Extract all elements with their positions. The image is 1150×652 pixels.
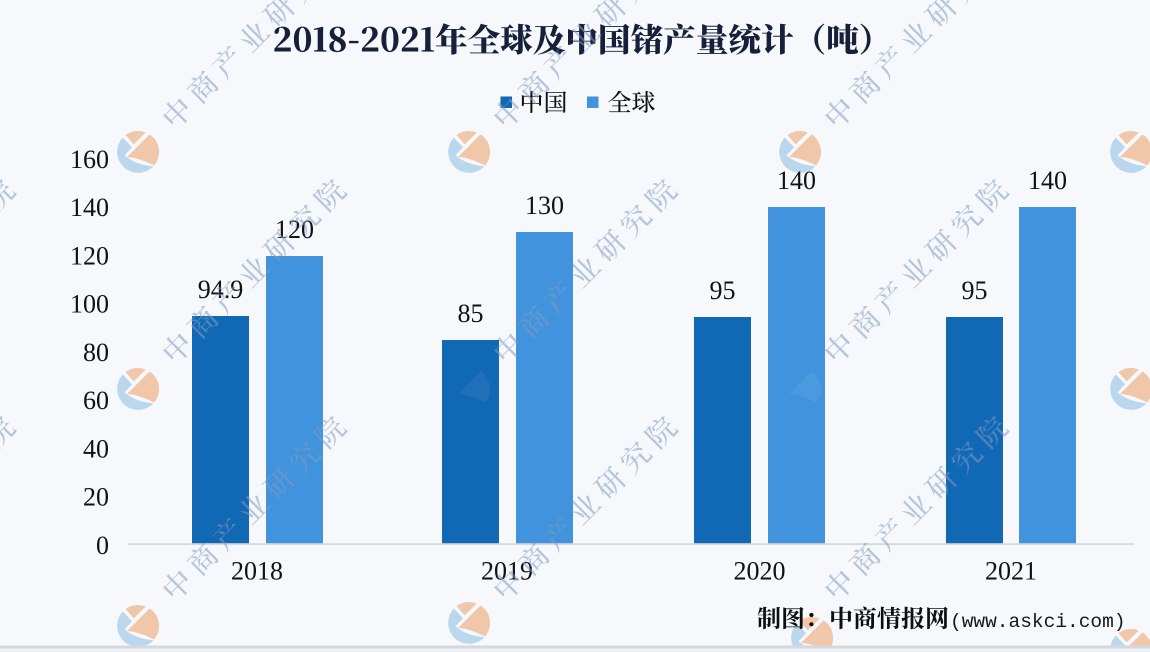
svg-text:140: 140 <box>1028 166 1067 195</box>
svg-text:20: 20 <box>83 483 109 512</box>
svg-text:100: 100 <box>70 290 109 319</box>
svg-text:2020: 2020 <box>734 557 786 586</box>
svg-text:60: 60 <box>83 386 109 415</box>
svg-text:80: 80 <box>83 338 109 367</box>
svg-text:2018: 2018 <box>231 557 283 586</box>
svg-text:2021: 2021 <box>985 557 1037 586</box>
svg-text:130: 130 <box>525 191 564 220</box>
svg-text:2019: 2019 <box>481 557 533 586</box>
svg-text:40: 40 <box>83 434 109 463</box>
svg-text:140: 140 <box>70 193 109 222</box>
svg-text:140: 140 <box>777 166 816 195</box>
svg-text:95: 95 <box>962 276 988 305</box>
svg-text:160: 160 <box>70 145 109 174</box>
svg-text:120: 120 <box>70 241 109 270</box>
svg-text:(www.askci.com): (www.askci.com) <box>950 611 1126 633</box>
svg-text:0: 0 <box>96 531 109 560</box>
svg-text:85: 85 <box>458 299 484 328</box>
svg-text:95: 95 <box>710 276 736 305</box>
